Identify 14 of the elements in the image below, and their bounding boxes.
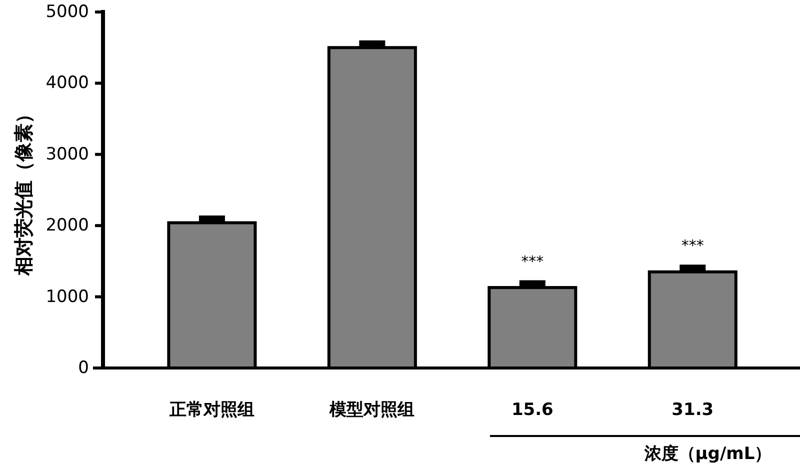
y-tick-label: 3000 [46, 144, 89, 164]
x-tick-label: 31.3 [672, 400, 714, 420]
annotation: *** [521, 252, 544, 270]
y-tick-label: 4000 [46, 73, 89, 94]
x-tick-label: 15.6 [511, 400, 554, 420]
x-tick-label: 模型对照组 [328, 400, 415, 420]
annotation: *** [681, 236, 704, 255]
y-axis-title: 相对荧光值（像素） [13, 104, 35, 276]
y-tick-label: 0 [78, 358, 89, 378]
x-tick-label: 正常对照组 [168, 400, 254, 420]
text: 浓度（μg/mL） [643, 444, 772, 464]
y-tick-label: 2000 [46, 216, 89, 236]
y-tick-label: 5000 [46, 2, 89, 22]
y-tick-label: 1000 [46, 286, 89, 307]
